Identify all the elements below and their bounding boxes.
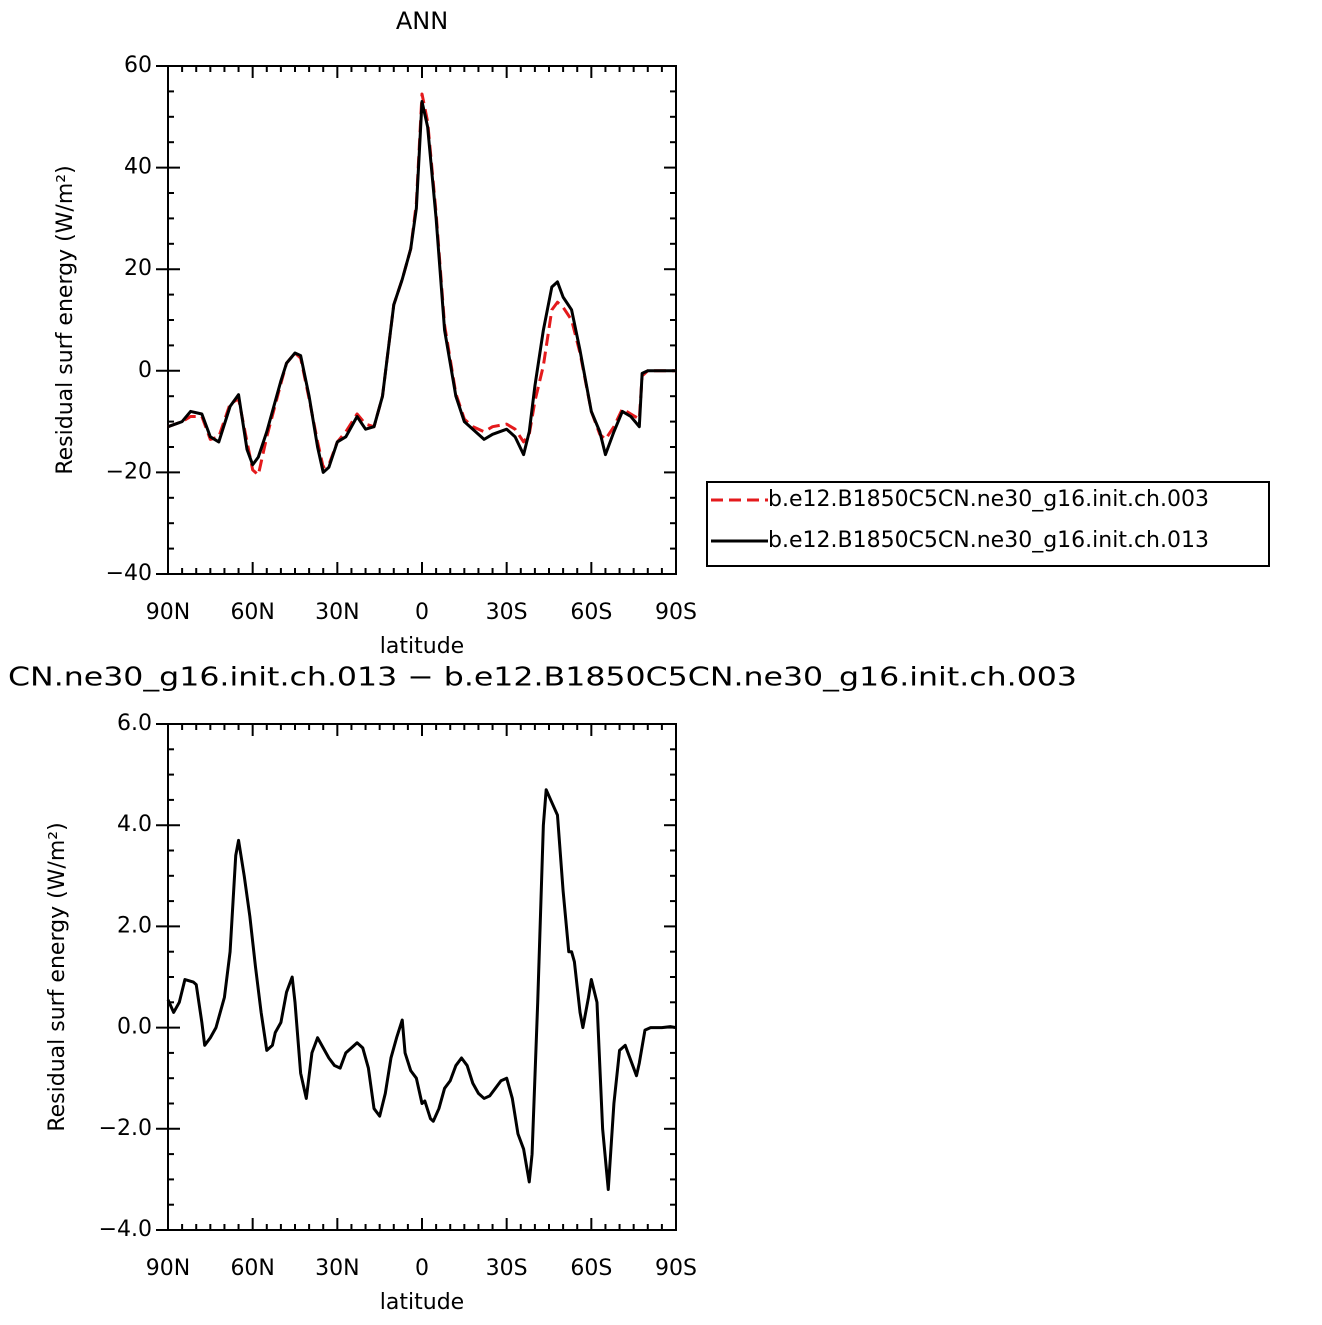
y-tick-label: −4.0	[99, 1217, 152, 1242]
plot-frame	[167, 65, 677, 575]
y-tick-label: −40	[106, 561, 152, 586]
x-tick-label: 60N	[230, 1256, 274, 1281]
y-tick-label: 4.0	[117, 812, 152, 837]
y-axis-label: Residual surf energy (W/m²)	[45, 822, 70, 1131]
plot-frame	[167, 723, 677, 1231]
x-tick-label: 60N	[230, 600, 274, 625]
y-tick-label: 0	[138, 358, 152, 383]
x-tick-label: 90S	[655, 600, 697, 625]
x-tick-label: 0	[415, 600, 429, 625]
x-axis-label: latitude	[380, 634, 464, 659]
x-axis-label: latitude	[380, 1290, 464, 1315]
legend-label: b.e12.B1850C5CN.ne30_g16.init.ch.003	[768, 487, 1209, 512]
y-tick-label: 2.0	[117, 913, 152, 938]
panel: CN.ne30_g16.init.ch.013 − b.e12.B1850C5C…	[8, 663, 1077, 1316]
x-tick-label: 30N	[315, 600, 359, 625]
y-tick-label: 40	[124, 155, 152, 180]
y-tick-label: −20	[106, 459, 152, 484]
y-tick-label: −2.0	[99, 1116, 152, 1141]
legend-label: b.e12.B1850C5CN.ne30_g16.init.ch.013	[768, 528, 1209, 553]
y-axis-label: Residual surf energy (W/m²)	[53, 165, 78, 474]
y-tick-label: 20	[124, 256, 152, 281]
panel: ANN latitude Residual surf energy (W/m²) 90…	[53, 7, 1270, 659]
data-line	[167, 100, 676, 474]
x-tick-label: 90S	[655, 1256, 697, 1281]
x-tick-label: 90N	[146, 1256, 190, 1281]
x-tick-label: 30S	[486, 600, 528, 625]
x-tick-label: 30S	[486, 1256, 528, 1281]
legend: b.e12.B1850C5CN.ne30_g16.init.ch.003 b.e1…	[706, 481, 1270, 567]
chart-title: CN.ne30_g16.init.ch.013 − b.e12.B1850C5C…	[8, 663, 1077, 693]
y-tick-label: 0.0	[117, 1015, 152, 1040]
x-tick-label: 60S	[570, 600, 612, 625]
x-tick-label: 30N	[315, 1256, 359, 1281]
data-line	[166, 788, 677, 1192]
data-line	[167, 92, 676, 477]
x-tick-label: 0	[415, 1256, 429, 1281]
x-tick-label: 60S	[570, 1256, 612, 1281]
x-tick-label: 90N	[146, 600, 190, 625]
y-tick-label: 60	[124, 53, 152, 78]
chart-title: ANN	[396, 7, 448, 35]
legend-box	[706, 481, 1270, 567]
y-tick-label: 6.0	[117, 711, 152, 736]
